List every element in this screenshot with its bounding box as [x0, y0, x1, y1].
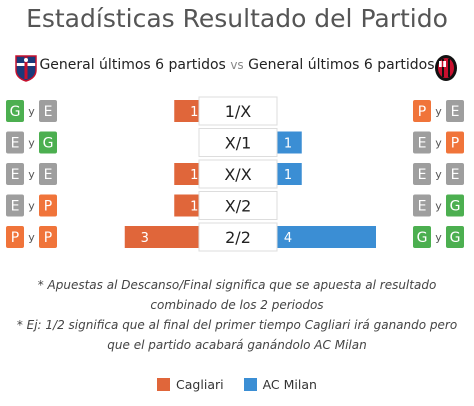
left-badge-first-label-1: E	[11, 136, 20, 152]
left-badge-sep-3: y	[28, 200, 35, 213]
left-badge-first-label-2: E	[11, 167, 20, 183]
bar-cagliari-2	[174, 163, 199, 185]
left-badge-sep-2: y	[28, 168, 35, 181]
category-box-3	[198, 191, 278, 220]
right-badge-first-3	[413, 194, 431, 217]
right-badge-first-4	[413, 226, 431, 248]
left-badge-second-1	[39, 131, 57, 154]
category-box-1	[198, 128, 278, 157]
legend-item-milan: AC Milan	[243, 377, 317, 392]
cagliari-crest-icon	[15, 55, 37, 82]
left-team-filter: General últimos 6 partidos	[39, 57, 226, 73]
right-badge-second-3	[446, 194, 464, 217]
left-badge-first-label-3: E	[11, 199, 20, 215]
right-badge-first-1	[413, 131, 431, 154]
right-badge-second-label-2: E	[451, 167, 460, 183]
bar-value-cagliari-3: 1	[190, 200, 198, 215]
left-badge-second-2	[39, 163, 57, 185]
left-badge-second-4	[39, 226, 57, 248]
legend-swatch-milan	[243, 378, 257, 391]
left-badge-first-4	[6, 226, 24, 248]
right-badge-sep-0: y	[435, 105, 442, 118]
legend-label-cagliari: Cagliari	[176, 377, 224, 392]
right-badge-second-label-3: G	[450, 199, 461, 215]
vs-separator: vs	[230, 58, 244, 72]
left-badge-second-label-2: E	[44, 167, 53, 183]
category-label-3: X/2	[225, 197, 252, 216]
right-badge-second-label-4: G	[450, 230, 461, 246]
bar-cagliari-0	[174, 100, 199, 122]
left-badge-second-label-1: G	[43, 136, 54, 152]
category-label-4: 2/2	[225, 228, 251, 247]
right-badge-second-0	[446, 100, 464, 122]
right-badge-first-label-3: E	[418, 199, 427, 215]
bar-value-cagliari-2: 1	[190, 168, 198, 183]
bar-value-cagliari-0: 1	[190, 105, 198, 120]
category-label-2: X/X	[224, 165, 251, 184]
left-badge-first-label-0: G	[10, 104, 21, 120]
right-badge-first-label-0: P	[418, 104, 426, 120]
right-badge-sep-4: y	[435, 231, 442, 244]
bar-milan-1	[277, 131, 302, 154]
category-label-0: 1/X	[225, 102, 252, 121]
legend-item-cagliari: Cagliari	[157, 377, 224, 392]
left-badge-sep-0: y	[28, 105, 35, 118]
left-badge-second-0	[39, 100, 57, 122]
legend: Cagliari AC Milan	[0, 377, 474, 392]
right-team-filter: General últimos 6 partidos	[248, 57, 435, 73]
right-badge-second-1	[446, 131, 464, 154]
legend-swatch-cagliari	[157, 378, 171, 391]
left-badge-second-label-3: P	[44, 199, 52, 215]
note-1: * Apuestas al Descanso/Final significa q…	[37, 278, 437, 312]
legend-label-milan: AC Milan	[262, 377, 317, 392]
bar-milan-2	[277, 163, 302, 185]
right-badge-sep-1: y	[435, 137, 442, 150]
left-badge-sep-4: y	[28, 231, 35, 244]
bar-value-milan-2: 1	[284, 168, 292, 183]
note-2: * Ej: 1/2 significa que al final del pri…	[16, 318, 458, 352]
right-badge-first-0	[413, 100, 431, 122]
left-badge-first-1	[6, 131, 24, 154]
right-badge-second-2	[446, 163, 464, 185]
left-badge-first-0	[6, 100, 24, 122]
bar-value-milan-4: 4	[284, 231, 292, 246]
right-badge-sep-2: y	[435, 168, 442, 181]
category-label-1: X/1	[225, 134, 252, 153]
right-badge-first-label-1: E	[418, 136, 427, 152]
right-badge-first-label-4: G	[417, 230, 428, 246]
bar-value-milan-1: 1	[284, 137, 292, 152]
subtitle: General últimos 6 partidos vs General úl…	[0, 57, 474, 73]
bar-milan-4	[277, 226, 376, 248]
left-badge-first-label-4: P	[11, 230, 19, 246]
right-badge-second-4	[446, 226, 464, 248]
bar-cagliari-3	[174, 194, 199, 217]
ac-milan-crest-icon	[435, 55, 457, 81]
right-badge-sep-3: y	[435, 200, 442, 213]
notes: * Apuestas al Descanso/Final significa q…	[0, 275, 474, 355]
left-badge-second-label-4: P	[44, 230, 52, 246]
chart-title: Estadísticas Resultado del Partido	[26, 4, 448, 33]
bar-cagliari-4	[124, 226, 199, 248]
left-badge-second-label-0: E	[44, 104, 53, 120]
right-badge-second-label-1: P	[451, 136, 459, 152]
category-box-0	[198, 96, 278, 126]
right-badge-first-label-2: E	[418, 167, 427, 183]
left-badge-first-3	[6, 194, 24, 217]
category-box-2	[198, 159, 278, 189]
left-badge-sep-1: y	[28, 137, 35, 150]
category-box-4	[198, 222, 278, 252]
right-badge-second-label-0: E	[451, 104, 460, 120]
right-badge-first-2	[413, 163, 431, 185]
left-badge-second-3	[39, 194, 57, 217]
left-badge-first-2	[6, 163, 24, 185]
bar-value-cagliari-4: 3	[141, 231, 149, 246]
